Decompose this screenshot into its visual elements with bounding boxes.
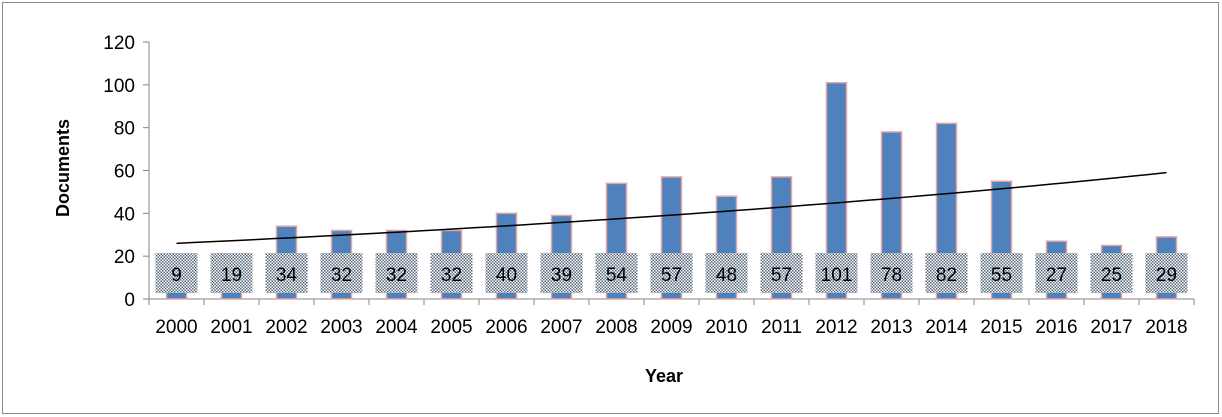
x-tick-label-2012: 2012 [815, 317, 857, 338]
data-label-2005: 32 [430, 253, 473, 293]
data-label-box [265, 253, 308, 293]
data-label-value: 57 [771, 265, 792, 286]
data-label-2012: 101 [815, 253, 858, 293]
y-tick-label: 40 [114, 204, 135, 225]
data-label-box [320, 253, 363, 293]
x-tick-label-2017: 2017 [1090, 317, 1132, 338]
data-label-2008: 54 [595, 253, 638, 293]
data-label-2011: 57 [760, 253, 803, 293]
x-tick-label-2007: 2007 [540, 317, 582, 338]
y-tick-label: 60 [114, 162, 135, 183]
x-tick-label-2014: 2014 [925, 317, 968, 338]
data-label-2006: 40 [485, 253, 528, 293]
x-tick-label-2001: 2001 [210, 317, 252, 338]
data-label-2007: 39 [540, 253, 583, 293]
x-tick-label-2011: 2011 [761, 317, 802, 338]
x-tick-label-2006: 2006 [485, 317, 527, 338]
data-label-value: 32 [441, 265, 462, 286]
data-label-value: 32 [386, 265, 407, 286]
trendline-path [176, 171, 1167, 245]
x-tick-label-2010: 2010 [705, 317, 747, 338]
data-label-value: 82 [936, 265, 957, 286]
y-tick-label: 120 [103, 33, 135, 54]
y-tick-label: 20 [114, 247, 135, 268]
data-label-box [705, 253, 748, 293]
data-label-value: 25 [1101, 265, 1122, 286]
bar-chart: 0 20 40 60 80 100 120 2000 2001 2002 2003 2004 2005… [53, 33, 1195, 386]
data-label-box [1145, 253, 1188, 293]
data-label-value: 101 [821, 265, 853, 286]
data-label-box [540, 253, 583, 293]
y-tick-label: 0 [124, 290, 135, 311]
data-label-box [925, 253, 968, 293]
data-label-2003: 32 [320, 253, 363, 293]
x-tick-label-2009: 2009 [650, 317, 692, 338]
x-tick-label-2003: 2003 [320, 317, 362, 338]
x-tick-labels: 2000 2001 2002 2003 2004 2005 2006 2007 2008 2009… [155, 317, 1187, 338]
data-label-2015: 55 [980, 253, 1023, 293]
data-label-2009: 57 [650, 253, 693, 293]
data-label-box [375, 253, 418, 293]
trendline [176, 171, 1167, 245]
data-label-2014: 82 [925, 253, 968, 293]
data-label-box [760, 253, 803, 293]
data-label-box [980, 253, 1023, 293]
data-label-value: 40 [496, 265, 517, 286]
data-labels: 9 19 34 32 32 32 40 39 54 57 48 57 101 78 82 55 27 25 29 [155, 253, 1188, 293]
data-label-2010: 48 [705, 253, 748, 293]
data-label-value: 9 [171, 265, 182, 286]
x-tick-label-2013: 2013 [870, 317, 912, 338]
data-label-value: 29 [1156, 265, 1177, 286]
data-label-box [595, 253, 638, 293]
data-label-2000: 9 [155, 253, 198, 293]
data-label-box [650, 253, 693, 293]
data-label-box [1090, 253, 1133, 293]
data-label-value: 78 [881, 265, 902, 286]
data-label-value: 57 [661, 265, 682, 286]
x-tick-label-2018: 2018 [1145, 317, 1187, 338]
data-label-box [870, 253, 913, 293]
y-tick-label: 100 [103, 76, 135, 97]
data-label-2016: 27 [1035, 253, 1078, 293]
data-label-value: 32 [331, 265, 352, 286]
y-tick-labels: 0 20 40 60 80 100 120 [103, 33, 135, 311]
data-label-value: 48 [716, 265, 737, 286]
data-label-box [815, 253, 858, 293]
data-label-2017: 25 [1090, 253, 1133, 293]
x-tick-label-2016: 2016 [1035, 317, 1077, 338]
data-label-2013: 78 [870, 253, 913, 293]
data-label-value: 39 [551, 265, 572, 286]
x-tick-label-2002: 2002 [265, 317, 307, 338]
data-label-box [485, 253, 528, 293]
data-label-2002: 34 [265, 253, 308, 293]
data-label-box [210, 253, 253, 293]
data-label-2001: 19 [210, 253, 253, 293]
y-axis-title: Documents [53, 119, 73, 217]
x-tick-label-2015: 2015 [980, 317, 1022, 338]
x-tick-label-2005: 2005 [430, 317, 472, 338]
data-label-value: 19 [221, 265, 242, 286]
data-label-value: 55 [991, 265, 1012, 286]
data-label-2018: 29 [1145, 253, 1188, 293]
y-tick-label: 80 [114, 119, 135, 140]
data-label-box [1035, 253, 1078, 293]
data-label-value: 27 [1046, 265, 1067, 286]
x-axis-title: Year [645, 366, 683, 386]
x-tick-label-2008: 2008 [595, 317, 637, 338]
data-label-box [430, 253, 473, 293]
data-label-value: 34 [276, 265, 298, 286]
data-label-value: 54 [606, 265, 628, 286]
data-label-2004: 32 [375, 253, 418, 293]
x-tick-label-2000: 2000 [155, 317, 197, 338]
bar-2012 [825, 81, 848, 300]
data-label-box [155, 253, 198, 293]
x-tick-label-2004: 2004 [375, 317, 418, 338]
